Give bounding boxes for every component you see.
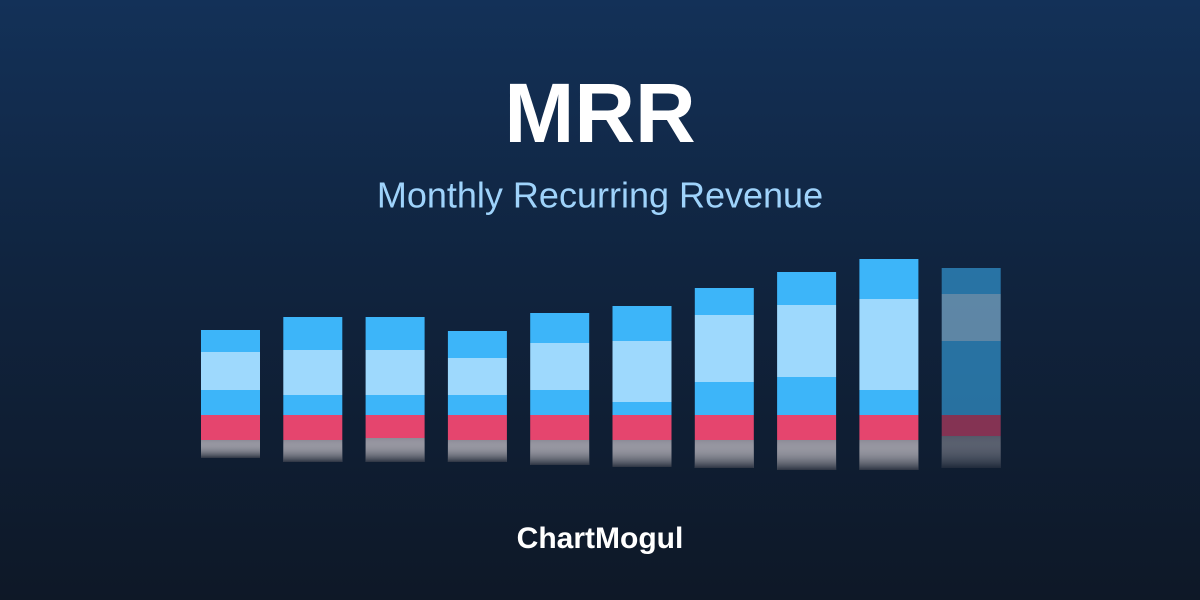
logo: ChartMogul [517,522,684,555]
bar-stack [283,317,343,462]
bar-segment [777,415,837,440]
bar-segment [283,350,343,395]
bar-segment [447,395,507,415]
chart-subtitle: Monthly Recurring Revenue [377,175,823,216]
bars [201,259,1001,470]
bar-stack [447,331,507,462]
segment-fade [777,440,837,470]
bar-segment [612,341,672,402]
bar-segment [694,382,754,415]
bar-segment [365,415,425,438]
segment-fade [365,438,425,462]
bar-segment [612,402,672,415]
bar-segment [530,390,590,415]
bar-segment [859,299,919,390]
bar-segment [777,305,837,377]
bar-segment [612,415,672,440]
bar-segment [365,350,425,395]
segment-fade [941,436,1001,468]
bar-segment [612,306,672,341]
chart-title: MRR [504,66,695,160]
bar-segment [447,358,507,395]
bar-segment [694,415,754,440]
bar-segment [941,268,1001,294]
bar-segment [283,395,343,415]
bar-segment [530,343,590,390]
bar-segment [447,331,507,358]
segment-fade [447,440,507,462]
segment-fade [283,440,343,462]
bar-segment [447,415,507,440]
bar-segment [201,330,260,352]
segment-fade [201,440,260,458]
bar-segment [777,377,837,415]
bar-segment [859,390,919,415]
bar-segment [283,317,343,350]
bar-segment [201,390,260,415]
segment-fade [530,440,590,465]
bar-stack [530,313,590,465]
bar-segment [859,259,919,299]
bar-stack [859,259,919,470]
bar-segment [859,415,919,440]
segment-fade [859,440,919,470]
bar-stack [201,330,260,458]
bar-stack [941,268,1001,468]
bar-segment [365,395,425,415]
bar-segment [941,415,1001,436]
bar-segment [694,288,754,315]
segment-fade [612,440,672,467]
bar-segment [201,415,260,440]
bar-segment [777,272,837,305]
segment-fade [694,440,754,468]
bar-segment [530,313,590,343]
bar-segment [283,415,343,440]
bar-segment [365,317,425,350]
bar-stack [612,306,672,467]
bar-segment [941,294,1001,341]
bar-stack [365,317,425,462]
bar-stack [777,272,837,470]
bar-segment [941,341,1001,415]
bar-segment [201,352,260,390]
bar-stack [694,288,754,468]
bar-segment [694,315,754,382]
bar-segment [530,415,590,440]
